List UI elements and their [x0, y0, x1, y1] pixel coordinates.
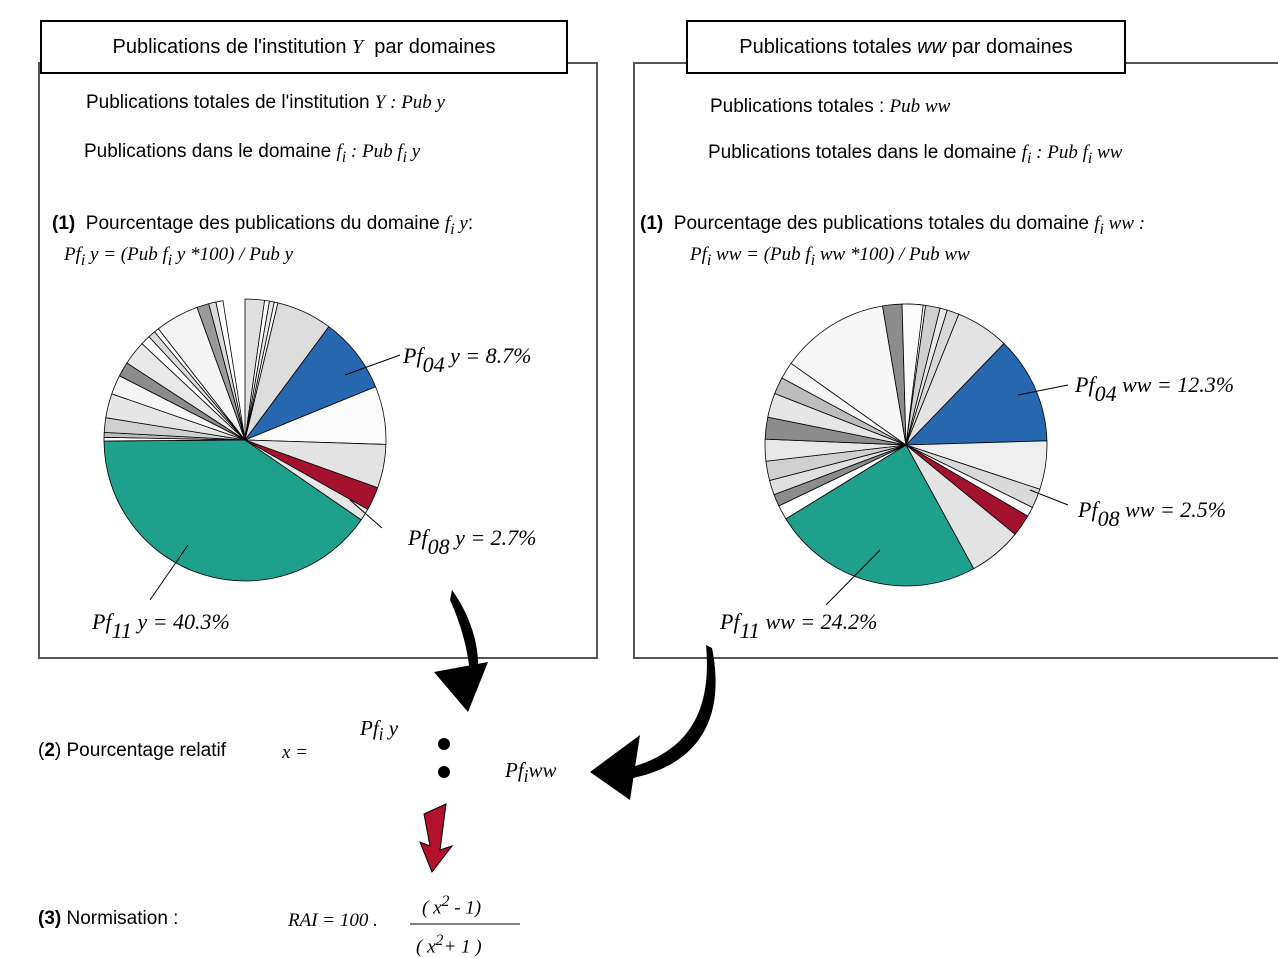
right-label-f08: Pf08 ww = 2.5%: [1078, 497, 1227, 531]
pie-left-wedge: [103, 439, 362, 582]
step2-numerator: Pfi y: [360, 716, 399, 745]
right-leader-f08: [1029, 489, 1069, 506]
step2-denominator: Pfiww: [505, 758, 557, 787]
right-arrow-head: [590, 735, 640, 800]
pie-right-wedge: [905, 343, 1048, 446]
right-total-publications: Publications totales : Pub ww: [710, 96, 951, 117]
left-percentage-heading: (1) Pourcentage des publications du doma…: [52, 213, 474, 238]
left-pie-chart: [103, 298, 387, 582]
pie-left-wedge: [215, 300, 246, 441]
right-panel-title: Publications totales ww par domaines: [686, 20, 1126, 74]
left-total-publications: Publications totales de l'institution Y …: [86, 92, 445, 113]
rai-formula: RAI = 100 .: [288, 910, 378, 931]
left-percentage-formula: Pfi y = (Pub fi y *100) / Pub y: [64, 244, 293, 269]
division-dot-top: [438, 738, 450, 750]
left-panel-title: Publications de l'institution Y par doma…: [40, 20, 568, 74]
right-label-f04: Pf04 ww = 12.3%: [1075, 372, 1235, 406]
right-curved-arrow: [620, 645, 716, 780]
pie-right-wedge: [901, 303, 924, 446]
step3-label: (3) Normisation :: [38, 908, 179, 929]
division-dot-bottom: [438, 766, 450, 778]
left-label-f08: Pf08 y = 2.7%: [408, 525, 537, 559]
left-curved-arrow: [450, 590, 479, 675]
left-leader-f04: [344, 354, 401, 376]
right-label-f11: Pf11 ww = 24.2%: [720, 609, 878, 643]
pie-right-wedge: [785, 444, 975, 587]
right-leader-f04: [1017, 384, 1069, 396]
right-leader-f11: [825, 549, 881, 606]
pie-right-wedge: [790, 305, 907, 446]
left-leader-f08: [349, 499, 383, 529]
left-label-f04: Pf04 y = 8.7%: [403, 343, 532, 377]
left-arrow-head: [434, 662, 488, 712]
right-percentage-formula: Pfi ww = (Pub fi ww *100) / Pub ww: [690, 244, 970, 269]
left-domain-publications: Publications dans le domaine fi : Pub fi…: [84, 141, 421, 166]
step2-x-equals: x =: [282, 742, 309, 763]
red-down-arrow: [419, 803, 454, 874]
right-percentage-heading: (1) Pourcentage des publications totales…: [640, 213, 1146, 238]
right-pie-chart: [764, 303, 1048, 587]
left-leader-f11: [149, 544, 189, 601]
right-domain-publications: Publications totales dans le domaine fi …: [708, 142, 1123, 167]
step2-label: (2) Pourcentage relatif: [38, 740, 226, 761]
rai-numerator: ( x2 - 1): [422, 893, 482, 919]
rai-denominator: ( x2+ 1 ): [416, 932, 482, 958]
left-label-f11: Pf11 y = 40.3%: [92, 609, 230, 643]
